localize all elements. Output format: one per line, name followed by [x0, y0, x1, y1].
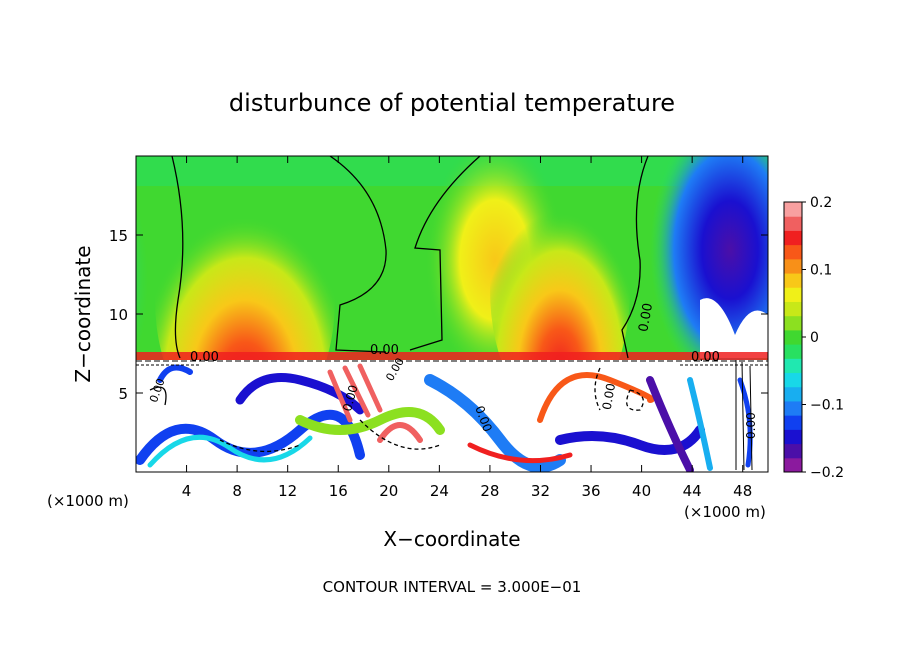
colorbar-labels: 0.2 0.1 0 −0.1 −0.2: [802, 195, 844, 481]
contour-label: 0.00: [744, 412, 758, 439]
x-tick-label: 44: [683, 482, 702, 500]
plot-area: [136, 156, 768, 472]
colorbar-swatch: [784, 258, 802, 274]
colorbar-swatch: [784, 372, 802, 388]
x-unit-left: (×1000 m): [47, 492, 129, 510]
y-tick-label: 10: [109, 306, 128, 324]
colorbar-swatch: [784, 273, 802, 288]
x-tick-label: 12: [278, 482, 297, 500]
chart-title: disturbunce of potential temperature: [229, 89, 675, 117]
colorbar: [783, 201, 803, 473]
x-tick-label: 16: [329, 482, 348, 500]
colorbar-swatch: [784, 216, 802, 231]
x-axis: 4 8 12 16 20 24 28 32 36 40 44 48: [182, 156, 752, 500]
y-axis-label: Z−coordinate: [71, 245, 95, 382]
colorbar-label: −0.1: [810, 398, 844, 414]
x-tick-label: 8: [232, 482, 242, 500]
colorbar-swatch: [784, 244, 802, 260]
contour-label: 0.00: [636, 302, 656, 333]
colorbar-label: 0.1: [810, 263, 832, 279]
colorbar-swatch: [784, 287, 802, 302]
contour-label: 0.00: [340, 383, 360, 412]
y-tick-label: 5: [118, 385, 128, 403]
lower-region: [136, 360, 768, 472]
contour-label: 0.00: [190, 350, 219, 365]
colorbar-swatch: [784, 400, 802, 416]
x-tick-label: 20: [379, 482, 398, 500]
colorbar-swatch: [784, 202, 802, 217]
colorbar-swatch: [784, 415, 802, 430]
x-tick-label: 40: [632, 482, 651, 500]
colorbar-swatch: [784, 315, 802, 331]
contour-label: 0.00: [370, 343, 399, 358]
y-tick-label: 15: [109, 227, 128, 245]
x-unit-right: (×1000 m): [684, 503, 766, 521]
x-tick-label: 48: [733, 482, 752, 500]
colorbar-label: 0: [810, 330, 819, 346]
colorbar-label: 0.2: [810, 195, 832, 211]
y-axis: 5 10 15: [109, 227, 768, 403]
contour-interval-note: CONTOUR INTERVAL = 3.000E−01: [323, 578, 582, 596]
lower-turbulence: [136, 363, 753, 472]
colorbar-swatch: [784, 443, 802, 459]
x-tick-label: 24: [430, 482, 449, 500]
x-tick-label: 4: [182, 482, 192, 500]
white-region-right: [700, 298, 768, 358]
colorbar-label: −0.2: [810, 465, 844, 481]
colorbar-swatch: [784, 329, 802, 345]
colorbar-swatch: [784, 386, 802, 402]
interface-band: [136, 352, 768, 360]
x-tick-label: 36: [581, 482, 600, 500]
colorbar-swatch: [784, 301, 802, 317]
contour-lines: [136, 156, 768, 471]
contour-label: 0.00: [600, 382, 618, 411]
x-tick-label: 32: [531, 482, 550, 500]
colorbar-swatch: [784, 429, 802, 445]
x-tick-label: 28: [480, 482, 499, 500]
colorbar-swatch: [784, 358, 802, 374]
contour-label: 0.00: [691, 350, 720, 365]
colorbar-swatch: [784, 230, 802, 246]
colorbar-swatch: [784, 457, 802, 473]
x-axis-label: X−coordinate: [383, 527, 520, 551]
colorbar-swatch: [784, 344, 802, 359]
